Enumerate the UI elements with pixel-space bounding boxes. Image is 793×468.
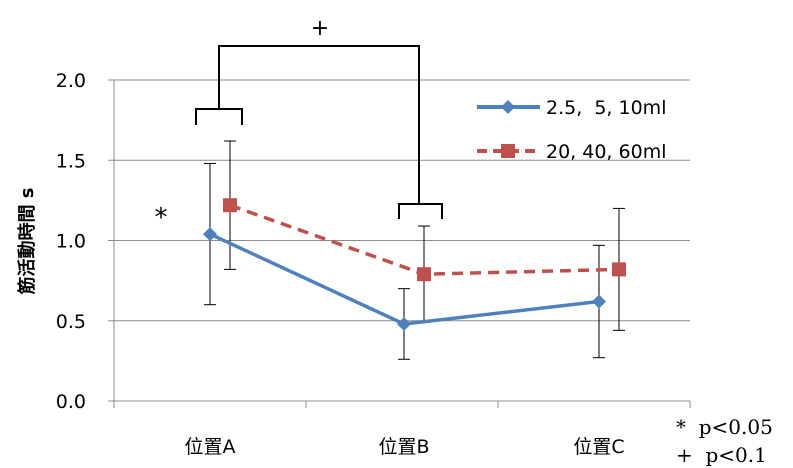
y-tick-label-0: 0.0 [56,391,86,413]
series-lines [209,203,620,326]
y-tick-label-4: 2.0 [56,70,86,92]
bracket-small-a [195,108,243,125]
marker-diamond-2 [592,294,606,309]
legend-marker-square [501,144,515,158]
y-axis-label: 筋活動時間 s [16,188,38,295]
bracket-large [218,45,420,204]
y-tick-label-2: 1.0 [56,231,86,253]
y-tick-labels: 0.0 0.5 1.0 1.5 2.0 [56,70,86,413]
legend-label-series-2: 20, 40, 60ml [546,141,666,163]
marker-square-2 [612,262,626,277]
marker-diamond-0 [203,227,217,242]
x-tick-labels: 位置A 位置B 位置C [185,436,625,458]
error-bars [204,140,625,360]
x-tick-label-1: 位置B [378,436,429,458]
marker-square-0 [223,198,237,213]
data-markers [203,198,626,331]
significance-brackets: + [195,16,443,219]
legend-marker-diamond [501,100,515,114]
legend-label-series-1: 2.5, 5, 10ml [546,97,666,119]
legend: 2.5, 5, 10ml 20, 40, 60ml [477,97,666,163]
marker-diamond-1 [397,316,411,331]
note-p01: + p<0.1 [676,443,767,467]
x-tick-label-2: 位置C [573,436,624,458]
marker-square-1 [417,267,431,282]
y-tick-label-1: 0.5 [56,311,86,333]
axes [108,79,691,408]
x-tick-label-0: 位置A [185,436,236,458]
note-p005: * p<0.05 [676,415,773,439]
star-mark: * [155,203,168,233]
plus-mark: + [311,16,329,41]
bracket-small-b [398,203,443,219]
y-tick-label-3: 1.5 [56,150,86,172]
